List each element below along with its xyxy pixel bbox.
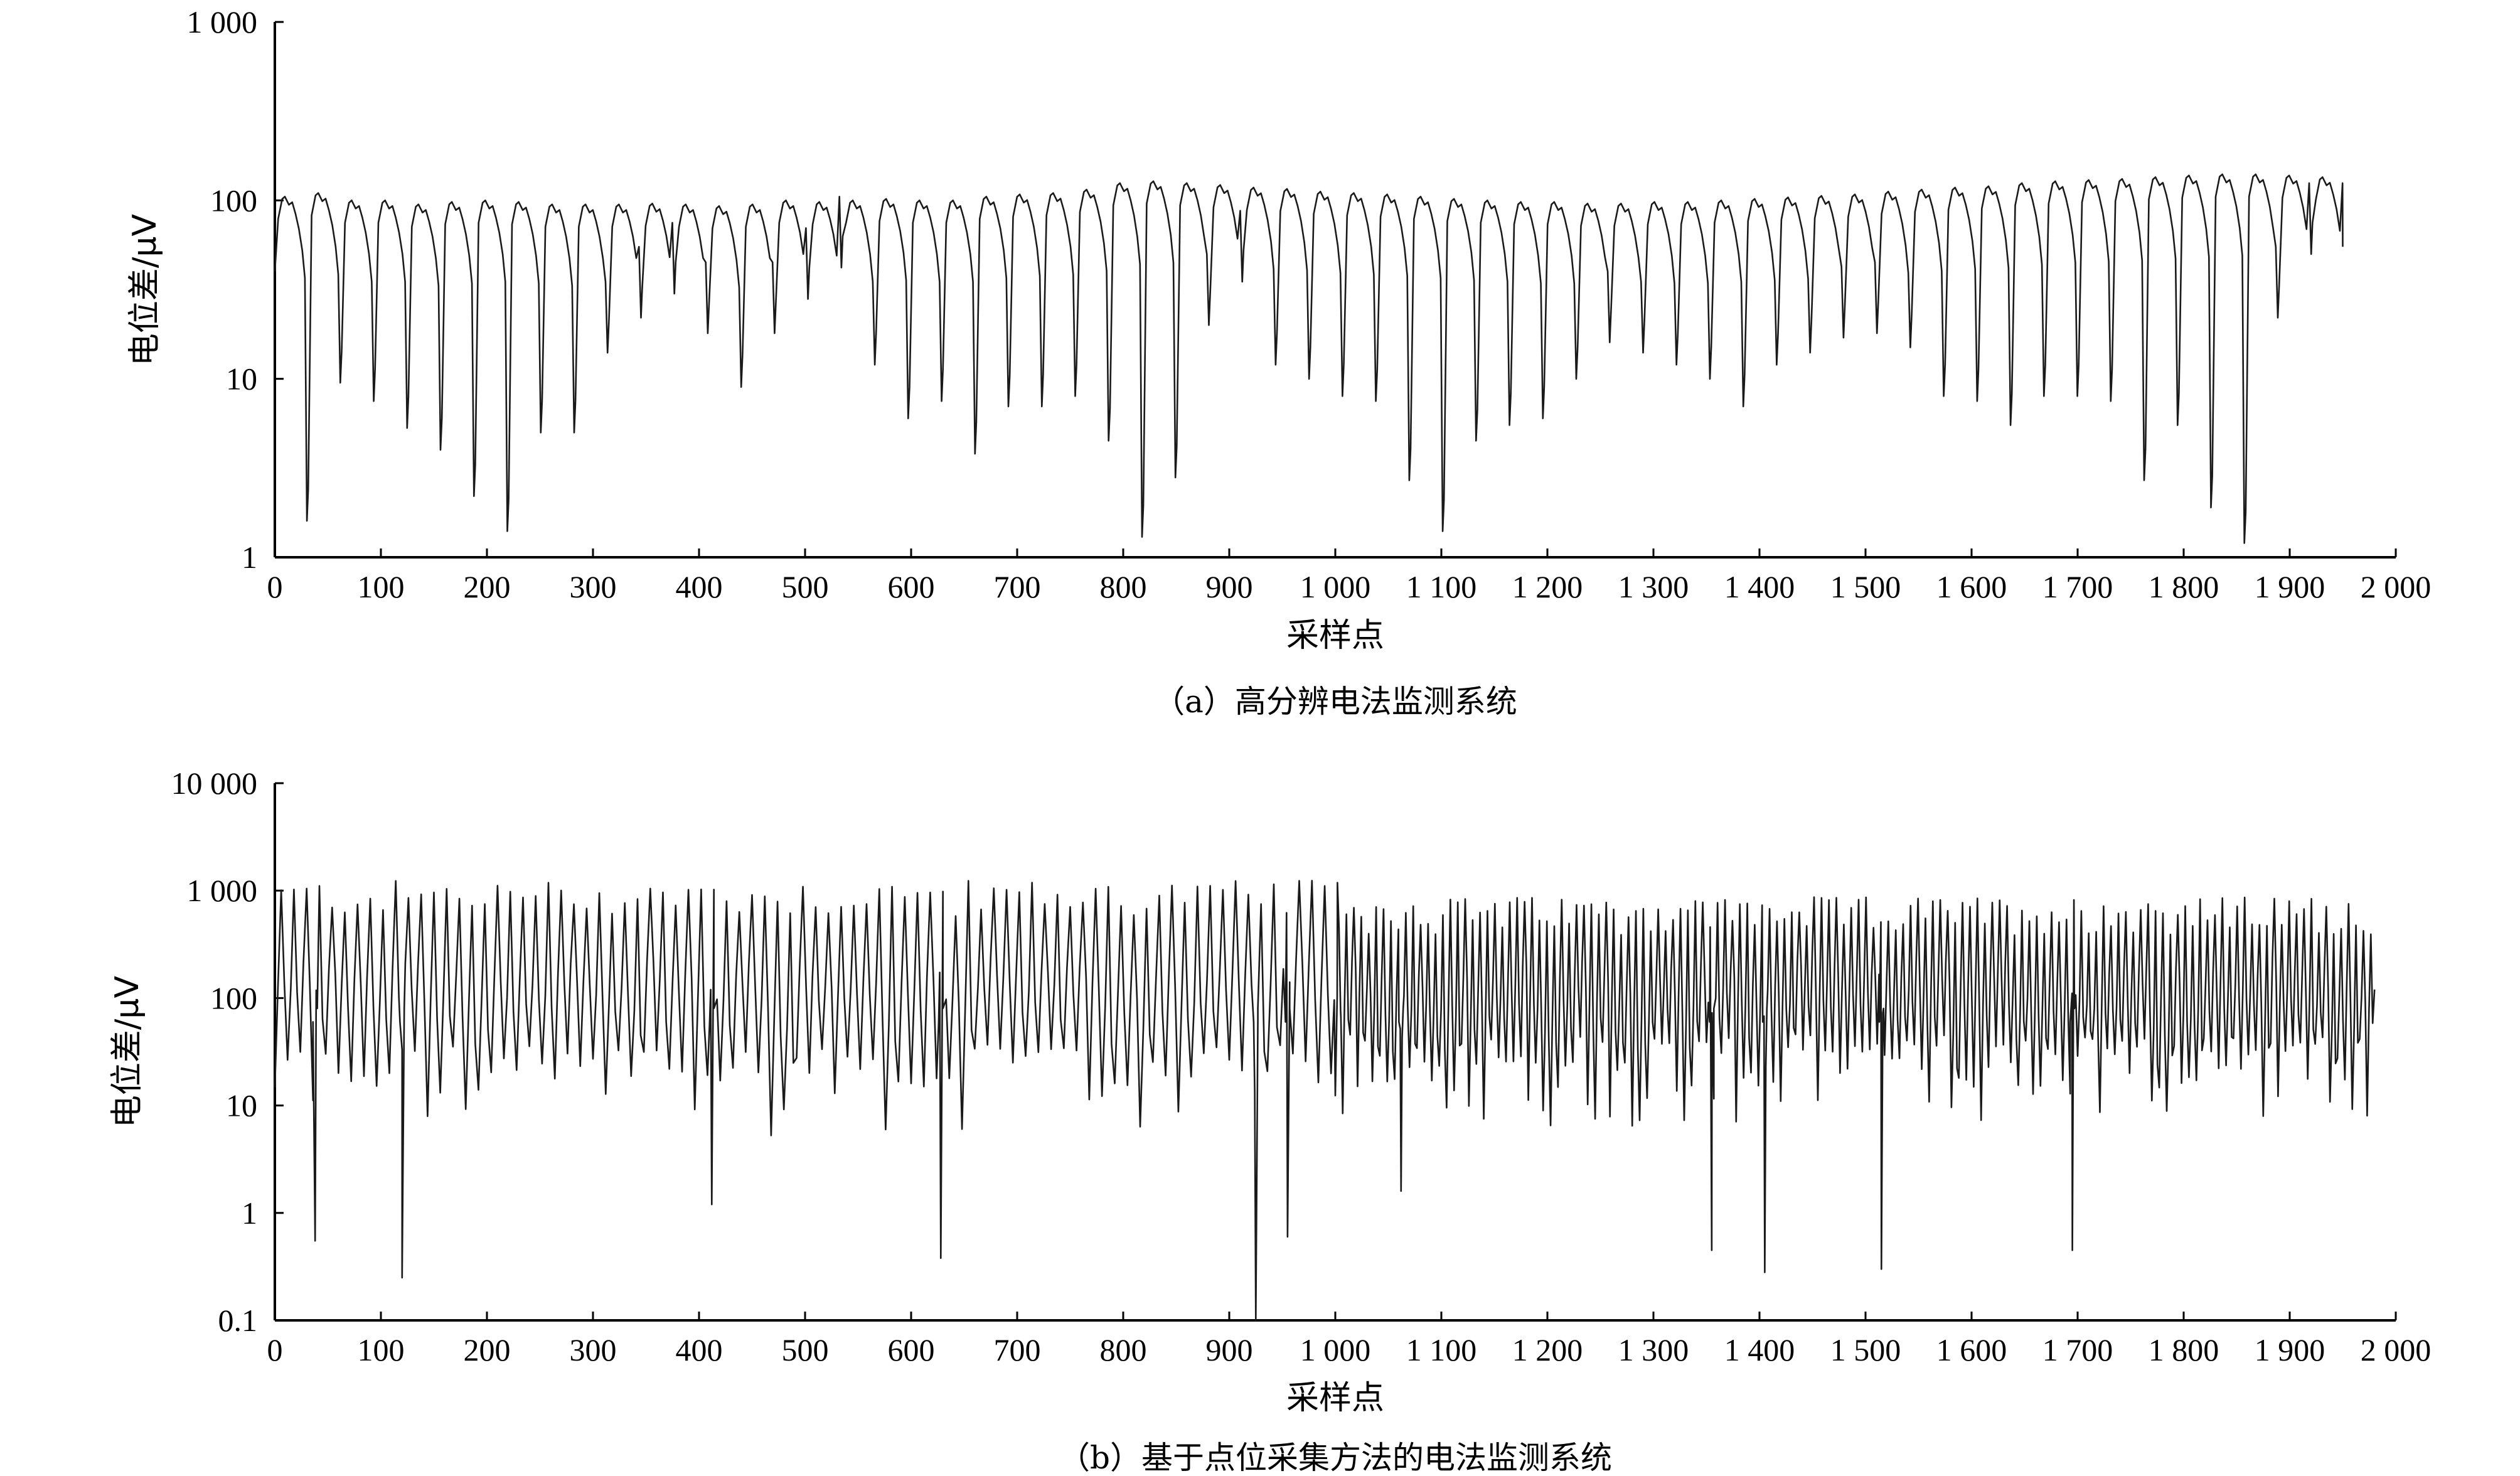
y-tick-label: 100 <box>210 183 257 218</box>
x-tick-label: 1 300 <box>1618 1332 1689 1367</box>
x-tick-label: 1 400 <box>1724 569 1795 604</box>
x-tick-label: 1 200 <box>1512 569 1583 604</box>
x-tick-label: 1 700 <box>2042 569 2113 604</box>
panel-a-y-axis-title: 电位差/μV <box>126 213 164 366</box>
x-tick-label: 1 700 <box>2042 1332 2113 1367</box>
x-tick-label: 400 <box>676 569 723 604</box>
panel-b-caption: （b）基于点位采集方法的电法监测系统 <box>1059 1440 1612 1476</box>
x-tick-label: 700 <box>994 569 1041 604</box>
x-tick-label: 1 300 <box>1618 569 1689 604</box>
x-tick-label: 100 <box>358 569 405 604</box>
x-tick-label: 900 <box>1206 569 1253 604</box>
x-tick-label: 1 500 <box>1830 1332 1901 1367</box>
chart-panel-a: 0 100 200 300 400 500 600 700 800 900 1 000 1 100 1 … <box>126 4 2431 720</box>
x-tick-label: 500 <box>782 569 829 604</box>
x-tick-label: 1 000 <box>1300 1332 1371 1367</box>
y-tick-label: 0.1 <box>218 1303 258 1338</box>
x-tick-label: 1 100 <box>1406 1332 1477 1367</box>
y-tick-label: 100 <box>210 980 257 1015</box>
x-tick-label: 1 400 <box>1724 1332 1795 1367</box>
x-tick-label: 1 100 <box>1406 569 1477 604</box>
x-tick-label: 800 <box>1100 1332 1147 1367</box>
x-tick-label: 200 <box>464 569 511 604</box>
y-tick-label: 10 <box>226 361 257 397</box>
panel-a-caption: （a）高分辨电法监测系统 <box>1153 683 1517 720</box>
x-tick-label: 100 <box>358 1332 405 1367</box>
x-tick-label: 200 <box>464 1332 511 1367</box>
x-tick-label: 400 <box>676 1332 723 1367</box>
x-tick-label: 600 <box>888 1332 935 1367</box>
x-tick-label: 1 000 <box>1300 569 1371 604</box>
x-tick-label: 1 600 <box>1936 569 2007 604</box>
y-tick-label: 10 <box>226 1088 257 1123</box>
x-tick-label: 900 <box>1206 1332 1253 1367</box>
x-tick-label: 300 <box>570 569 617 604</box>
x-tick-label: 1 800 <box>2149 1332 2219 1367</box>
y-tick-label: 1 000 <box>187 873 258 908</box>
x-tick-label: 700 <box>994 1332 1041 1367</box>
x-tick-label: 500 <box>782 1332 829 1367</box>
x-tick-label: 1 800 <box>2149 569 2219 604</box>
x-tick-label: 1 600 <box>1936 1332 2007 1367</box>
y-tick-label: 1 <box>242 540 257 575</box>
y-tick-label: 1 000 <box>187 4 258 40</box>
x-tick-label: 2 000 <box>2361 1332 2432 1367</box>
panel-a-x-axis-title: 采样点 <box>1286 617 1384 655</box>
x-tick-label: 1 900 <box>2255 569 2325 604</box>
y-tick-label: 10 000 <box>171 766 258 801</box>
x-tick-label: 0 <box>267 1332 283 1367</box>
panel-b-x-axis-title: 采样点 <box>1286 1379 1384 1417</box>
x-tick-label: 300 <box>570 1332 617 1367</box>
panel-b-y-axis-title: 电位差/μV <box>109 975 146 1128</box>
x-tick-label: 2 000 <box>2361 569 2432 604</box>
x-tick-label: 1 200 <box>1512 1332 1583 1367</box>
panel-b-series-line <box>274 880 2376 1322</box>
x-tick-label: 0 <box>267 569 283 604</box>
x-tick-label: 600 <box>888 569 935 604</box>
x-tick-label: 1 900 <box>2255 1332 2325 1367</box>
panel-a-series-line <box>274 173 2344 544</box>
x-tick-label: 1 500 <box>1830 569 1901 604</box>
y-tick-label: 1 <box>242 1195 257 1231</box>
chart-panel-b: 0 100 200 300 400 500 600 700 800 900 1 000 1 100 1 … <box>109 766 2431 1476</box>
x-tick-label: 800 <box>1100 569 1147 604</box>
